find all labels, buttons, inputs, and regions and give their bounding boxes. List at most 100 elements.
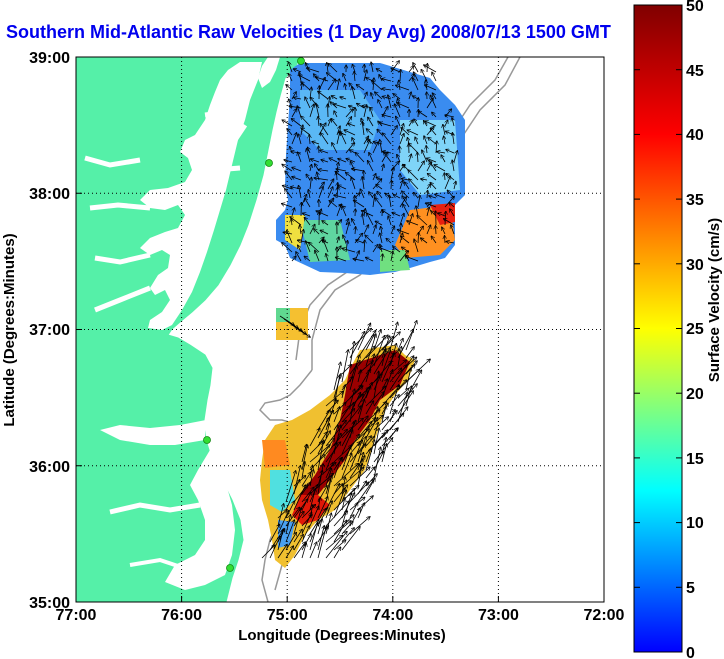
velocity-arrow <box>372 225 376 235</box>
x-tick-label: 75:00 <box>267 607 308 624</box>
velocity-arrow <box>337 237 339 244</box>
velocity-arrow <box>301 526 309 543</box>
velocity-arrow <box>365 354 374 383</box>
velocity-arrow <box>292 119 302 127</box>
velocity-arrow <box>336 169 347 171</box>
velocity-arrow <box>351 178 356 190</box>
velocity-arrow <box>426 225 430 235</box>
velocity-arrow <box>338 159 347 163</box>
velocity-arrow <box>406 256 419 262</box>
velocity-arrow <box>318 170 329 171</box>
velocity-arrow <box>301 82 311 91</box>
map-title: Southern Mid-Atlantic Raw Velocities (1 … <box>6 22 611 42</box>
velocity-arrow <box>421 238 428 244</box>
velocity-arrow <box>409 92 411 100</box>
colorbar-tick-labels: 50 45 40 35 30 25 20 15 10 5 0 <box>686 0 704 659</box>
velocity-arrow <box>328 63 338 73</box>
velocity-arrow <box>445 115 455 117</box>
velocity-arrow <box>430 95 437 109</box>
velocity-arrow <box>293 512 304 527</box>
velocity-arrow <box>293 485 305 511</box>
velocity-arrow <box>414 119 419 127</box>
velocity-arrow <box>309 225 315 235</box>
velocity-arrow <box>355 227 356 235</box>
velocity-arrow <box>317 526 324 551</box>
velocity-arrow <box>365 334 376 367</box>
velocity-arrow <box>322 221 329 226</box>
velocity-core-red <box>292 495 330 525</box>
velocity-arrow <box>405 321 417 351</box>
station-marker <box>297 57 305 65</box>
colorbar-tick-label: 40 <box>686 127 704 144</box>
velocity-arrow <box>427 207 429 217</box>
colorbar-tick-label: 30 <box>686 257 704 274</box>
velocity-arrow <box>365 386 386 407</box>
velocity-arrow <box>269 524 280 543</box>
velocity-arrow <box>349 436 371 463</box>
velocity-arrow <box>277 504 284 527</box>
velocity-arrow <box>357 323 370 351</box>
x-tick-label: 76:00 <box>161 607 202 624</box>
velocity-arrow <box>335 172 347 181</box>
velocity-arrow <box>304 218 311 226</box>
velocity-arrow <box>310 178 311 190</box>
velocity-arrow <box>363 225 368 235</box>
velocity-arrow <box>375 92 383 100</box>
velocity-arrow <box>333 511 347 527</box>
velocity-arrow <box>360 189 365 199</box>
velocity-arrow <box>357 480 373 503</box>
velocity-arrow <box>332 143 338 154</box>
velocity-arrow <box>325 532 347 559</box>
velocity-patch-green2 <box>380 250 410 272</box>
velocity-arrow <box>388 216 392 226</box>
velocity-arrow <box>301 515 312 527</box>
velocity-arrow <box>418 233 419 244</box>
velocity-arrow <box>408 120 413 127</box>
velocity-arrow <box>373 447 381 479</box>
velocity-arrow <box>325 521 351 543</box>
velocity-arrow <box>315 77 329 82</box>
velocity-arrow <box>417 216 428 226</box>
velocity-arrow <box>357 503 364 519</box>
velocity-arrow <box>343 74 347 82</box>
velocity-arrow <box>307 68 320 73</box>
velocity-arrow <box>333 425 338 439</box>
velocity-arrow <box>435 194 446 199</box>
velocity-arrow <box>317 410 330 431</box>
velocity-arrow <box>427 191 428 199</box>
velocity-arrow <box>430 183 437 190</box>
velocity-arrow <box>309 428 320 447</box>
velocity-arrow <box>373 194 375 208</box>
velocity-arrow <box>395 104 401 118</box>
velocity-arrow <box>309 520 319 551</box>
velocity-arrow <box>301 116 311 127</box>
velocity-arrow <box>294 98 302 99</box>
velocity-arrow <box>293 535 303 551</box>
velocity-arrow <box>381 444 387 463</box>
x-tick-label: 72:00 <box>584 607 625 624</box>
colorbar-tick-label: 10 <box>686 515 704 532</box>
velocity-arrow <box>418 111 428 118</box>
velocity-arrow <box>269 537 280 559</box>
velocity-arrow <box>357 85 365 91</box>
velocity-arrow <box>417 161 424 172</box>
velocity-arrow <box>452 160 454 172</box>
velocity-arrow <box>377 130 383 136</box>
velocity-arrow <box>349 389 355 407</box>
velocity-arrow <box>320 150 329 154</box>
velocity-arrow <box>401 128 410 136</box>
velocity-arrow <box>298 134 302 145</box>
velocity-arrow <box>365 235 374 244</box>
velocity-arrow <box>398 230 410 235</box>
velocity-arrow <box>452 133 454 145</box>
velocity-arrow <box>317 440 324 471</box>
velocity-arrow <box>312 142 320 144</box>
velocity-arrow <box>356 153 365 163</box>
velocity-arrow <box>405 386 411 407</box>
velocity-arrow <box>449 203 455 208</box>
y-tick-label: 38:00 <box>29 186 70 203</box>
x-tick-label: 73:00 <box>478 607 519 624</box>
velocity-arrow <box>336 257 347 262</box>
velocity-arrow <box>365 418 378 439</box>
velocity-arrow <box>434 165 446 172</box>
